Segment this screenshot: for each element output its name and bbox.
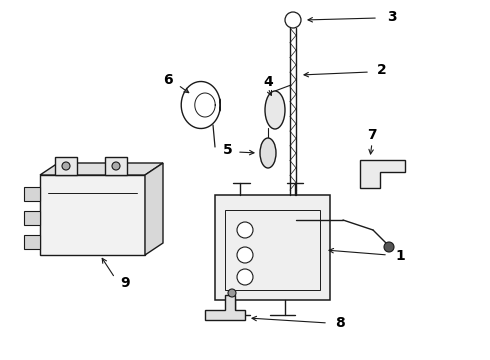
Bar: [215, 195, 330, 300]
Bar: [225, 210, 320, 290]
Text: 4: 4: [263, 75, 273, 89]
Circle shape: [384, 242, 394, 252]
Circle shape: [285, 12, 301, 28]
Text: 8: 8: [335, 316, 345, 330]
Text: 3: 3: [387, 10, 397, 24]
Bar: [24, 187, 40, 201]
Text: 6: 6: [163, 73, 173, 87]
Bar: [24, 235, 40, 249]
Circle shape: [237, 247, 253, 263]
Text: 9: 9: [120, 276, 130, 290]
Text: 7: 7: [367, 128, 377, 142]
Bar: [55, 157, 77, 175]
Polygon shape: [205, 295, 245, 320]
Polygon shape: [360, 160, 405, 188]
Circle shape: [237, 222, 253, 238]
Circle shape: [237, 269, 253, 285]
Ellipse shape: [265, 91, 285, 129]
Circle shape: [112, 162, 120, 170]
Circle shape: [288, 15, 298, 25]
Ellipse shape: [260, 138, 276, 168]
Text: 1: 1: [395, 249, 405, 263]
Bar: [24, 211, 40, 225]
Bar: [40, 175, 145, 255]
Polygon shape: [145, 163, 163, 255]
Text: 2: 2: [377, 63, 387, 77]
Polygon shape: [40, 163, 163, 175]
Circle shape: [228, 289, 236, 297]
Circle shape: [62, 162, 70, 170]
Bar: [105, 157, 127, 175]
Text: 5: 5: [223, 143, 233, 157]
